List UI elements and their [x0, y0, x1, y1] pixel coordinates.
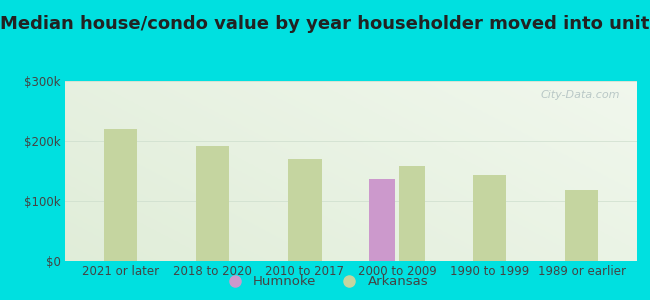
- Text: City-Data.com: City-Data.com: [540, 90, 620, 100]
- Bar: [473, 175, 506, 261]
- Text: Median house/condo value by year householder moved into unit: Median house/condo value by year househo…: [0, 15, 650, 33]
- Bar: [288, 159, 322, 261]
- Bar: [565, 190, 599, 261]
- Bar: [369, 179, 395, 261]
- Bar: [399, 166, 425, 261]
- Bar: [196, 146, 229, 261]
- Legend: Humnoke, Arkansas: Humnoke, Arkansas: [216, 270, 434, 293]
- Bar: [103, 129, 137, 261]
